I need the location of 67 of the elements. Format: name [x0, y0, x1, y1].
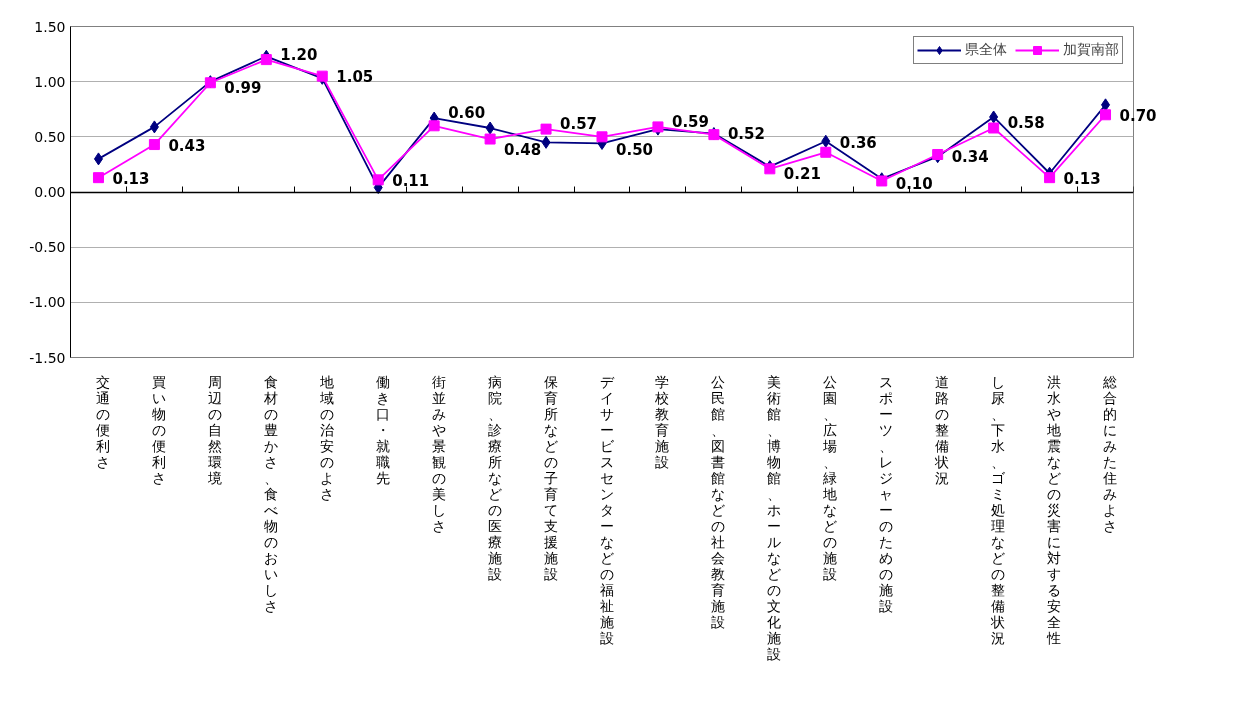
point	[596, 131, 608, 143]
x-tick-label: 道路の整備状況	[934, 374, 951, 486]
x-tick-label: 交通の便利さ	[95, 374, 111, 470]
point	[932, 148, 944, 160]
y-tick-label: -1.50	[29, 349, 66, 366]
data-label: 0.21	[783, 164, 821, 183]
x-tick-label: 買い物の便利さ	[150, 374, 167, 486]
point	[93, 152, 103, 166]
category-label: デイサービスセンターなどの福祉施設	[599, 374, 614, 646]
data-label: 0.13	[1063, 169, 1101, 188]
data-label: 1.05	[336, 68, 374, 87]
point	[92, 172, 104, 184]
category-label: 洪水や地震などの災害に対する安全性	[1047, 374, 1062, 646]
y-tick-label: 0.00	[34, 184, 66, 200]
category-label: 食材の豊かさ、食べ物のおいしさ	[263, 374, 278, 614]
x-tick-label: 周辺の自然環境	[206, 374, 223, 486]
point	[988, 122, 1000, 134]
data-label: 0.36	[839, 134, 877, 153]
point	[372, 174, 384, 186]
data-label: 0.13	[112, 169, 150, 188]
category-label: 総合的にみた住みよさ	[1103, 374, 1117, 534]
data-label: 0.52	[727, 124, 765, 143]
point	[821, 134, 831, 148]
point	[1044, 172, 1056, 184]
data-label: 0.59	[671, 112, 709, 131]
y-tick-label: -1.00	[29, 294, 66, 311]
y-tick-label: 1.50	[34, 18, 66, 35]
legend-label: 加賀南部	[1063, 41, 1119, 59]
category-label: 公園、広場、緑地などの施設	[823, 374, 838, 582]
point	[485, 121, 495, 135]
point	[989, 110, 999, 124]
point	[260, 54, 272, 66]
data-label: 0.48	[504, 141, 542, 160]
point	[541, 135, 551, 149]
category-label: 公民館、図書館などの社会教育施設	[711, 374, 726, 630]
data-label: 0.34	[951, 148, 989, 167]
data-label: 0.50	[616, 140, 654, 159]
data-label: 1.20	[280, 45, 318, 64]
point	[484, 133, 496, 145]
data-label: 0.10	[895, 174, 933, 193]
data-label: 0.60	[448, 103, 486, 122]
data-label: 0.43	[168, 136, 206, 155]
category-label: 病院、診療所などの医療施設	[487, 374, 502, 582]
point	[1100, 109, 1112, 121]
x-tick-label: 働き口・就職先	[374, 374, 391, 486]
data-label: 0.58	[1007, 114, 1045, 133]
category-label: 美術館、博物館、ホールなどの文化施設	[767, 374, 782, 662]
point	[820, 146, 832, 158]
x-tick-label: 学校教育施設	[654, 374, 671, 470]
point	[540, 123, 552, 135]
category-label: スポーツ、レジャーのための施設	[879, 374, 894, 614]
data-label: 0.57	[560, 115, 598, 134]
point	[1101, 98, 1111, 112]
y-tick-label: 0.50	[34, 128, 66, 145]
legend-label: 県全体	[965, 41, 1007, 59]
category-label: 街並みや景観の美しさ	[431, 374, 446, 534]
data-label: 0.99	[224, 78, 262, 97]
y-tick-label: 1.00	[34, 73, 66, 90]
y-tick-label: -0.50	[29, 239, 66, 256]
point	[148, 139, 160, 151]
data-label: 0.11	[392, 171, 430, 190]
x-tick-label: 地域の治安のよさ	[318, 374, 335, 502]
category-label: し尿、下水、ゴミ処理などの整備状況	[991, 374, 1006, 646]
category-label: 保育所などの子育て支援施設	[543, 374, 558, 582]
point	[428, 120, 440, 132]
data-label: 0.70	[1119, 106, 1157, 125]
point	[149, 120, 159, 134]
